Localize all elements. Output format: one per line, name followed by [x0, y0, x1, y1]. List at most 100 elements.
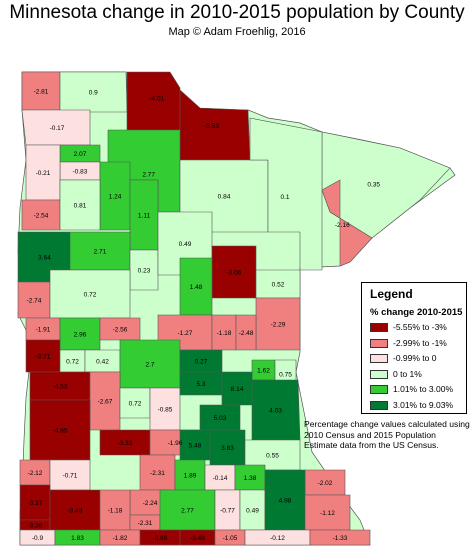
county-value-label: -1.33	[333, 535, 348, 542]
county-value-label: -4.53	[53, 383, 68, 390]
county-value-label: 3.83	[221, 445, 234, 452]
county-value-label: 1.11	[138, 212, 151, 219]
county-value-label: 4.98	[279, 497, 292, 504]
county-value-label: -1.27	[178, 330, 193, 337]
county-value-label: -3.36	[28, 522, 43, 529]
county-value-label: 5.3	[196, 381, 205, 388]
county-value-label: -1.05	[223, 535, 238, 542]
county-value-label: -2.31	[138, 520, 153, 527]
county-value-label: -0.17	[50, 125, 65, 132]
county-value-label: -0.12	[270, 535, 285, 542]
legend-item-label: -5.55% to -3%	[393, 322, 447, 332]
county-value-label: 1.83	[71, 535, 84, 542]
legend-swatch	[370, 385, 388, 394]
county-value-label: 0.42	[96, 358, 109, 365]
county-value-label: 0.35	[367, 181, 380, 188]
legend-item-label: 1.01% to 3.00%	[393, 384, 454, 394]
county-value-label: 0.75	[279, 371, 292, 378]
legend-subtitle: % change 2010-2015	[370, 307, 463, 318]
county-value-label: 2.77	[181, 507, 194, 514]
county-value-label: -3.53	[204, 123, 219, 130]
county-value-label: -1.12	[320, 510, 335, 517]
legend-swatch	[370, 354, 388, 363]
county-value-label: -2.56	[113, 326, 128, 333]
county-value-label: 5.48	[189, 442, 202, 449]
county-value-label: 5.03	[214, 415, 227, 422]
county-value-label: -3.48	[190, 535, 205, 542]
county-value-label: -1.96	[168, 440, 183, 447]
county-value-label: -2.29	[271, 321, 286, 328]
county-shape	[59, 179, 101, 231]
county-value-label: 0.1	[280, 194, 289, 201]
county-value-label: -3.71	[36, 353, 51, 360]
county-value-label: -3.88	[153, 535, 168, 542]
county-value-label: -0.71	[63, 472, 78, 479]
county-value-label: -0.85	[158, 406, 173, 413]
legend-item-label: -0.99% to 0	[393, 353, 437, 363]
county-value-label: -1.91	[36, 326, 51, 333]
county-value-label: -2.81	[34, 88, 49, 95]
county-value-label: 1.62	[257, 367, 270, 374]
county-value-label: 1.38	[244, 475, 257, 482]
legend-box: Legend % change 2010-2015 -5.55% to -3% …	[361, 282, 467, 414]
county-value-label: -2.02	[318, 480, 333, 487]
county-value-label: -2.54	[34, 212, 49, 219]
legend-item-label: -2.99% to -1%	[393, 337, 447, 348]
county-value-label: 0.52	[272, 281, 285, 288]
county-value-label: -4.01	[149, 96, 164, 103]
county-value-label: -0.83	[73, 168, 88, 175]
county-value-label: 0.72	[129, 400, 142, 407]
county-value-label: 0.49	[179, 241, 192, 248]
county-value-label: 2.96	[74, 331, 87, 338]
county-shape	[249, 117, 323, 271]
county-value-label: 0.72	[66, 358, 79, 365]
county-value-label: 0.55	[266, 452, 279, 459]
legend-title: Legend	[370, 287, 413, 301]
legend-swatch	[370, 369, 388, 379]
legend-swatch	[370, 400, 388, 410]
county-value-label: -4.85	[53, 427, 68, 434]
county-value-label: 2.7	[145, 361, 154, 368]
county-value-label: -0.14	[213, 475, 228, 482]
county-value-label: 1.48	[190, 284, 203, 291]
county-value-label: -1.18	[217, 330, 232, 337]
county-value-label: -1.18	[108, 507, 123, 514]
county-shape	[235, 314, 257, 351]
county-value-label: 0.49	[246, 507, 259, 514]
county-value-label: -3.37	[28, 500, 43, 507]
county-value-label: -0.77	[220, 507, 235, 514]
county-value-label: -2.24	[143, 500, 158, 507]
county-value-label: -2.67	[98, 398, 113, 405]
county-value-label: -1.82	[113, 535, 128, 542]
map-title: Minnesota change in 2010-2015 population…	[9, 2, 465, 23]
county-value-label: 2.77	[142, 171, 155, 178]
county-value-label: -3.48	[68, 507, 83, 514]
county-value-label: 2.71	[94, 248, 107, 255]
county-value-label: 0.9	[89, 89, 98, 96]
legend-swatch	[370, 338, 388, 348]
county-value-label: -2.12	[28, 470, 43, 477]
county-value-label: -2.31	[150, 470, 165, 477]
county-value-label: 0.27	[195, 358, 208, 365]
county-value-label: 0.23	[138, 267, 151, 274]
county-value-label: 0.84	[218, 193, 231, 200]
county-value-label: 8.14	[231, 386, 244, 393]
county-value-label: 2.07	[74, 151, 87, 158]
county-value-label: -2.16	[335, 222, 350, 229]
county-value-label: 0.72	[84, 291, 97, 298]
county-value-label: -3.06	[227, 269, 242, 276]
county-value-label: -0.21	[36, 170, 51, 177]
legend-item-label: 3.01% to 9.03%	[393, 399, 454, 410]
county-value-label: -0.9	[32, 535, 44, 542]
county-shape	[309, 529, 371, 546]
county-value-label: 4.03	[269, 407, 282, 414]
county-shape	[321, 179, 373, 267]
legend-swatch	[370, 323, 388, 332]
county-value-label: -2.48	[239, 330, 254, 337]
map-subtitle: Map © Adam Froehlig, 2016	[168, 26, 306, 38]
county-value-label: 1.89	[184, 472, 197, 479]
county-value-label: 1.24	[109, 193, 122, 200]
data-source-note: Percentage change values calculated usin…	[304, 419, 470, 450]
legend-item-label: 0 to 1%	[393, 368, 422, 379]
